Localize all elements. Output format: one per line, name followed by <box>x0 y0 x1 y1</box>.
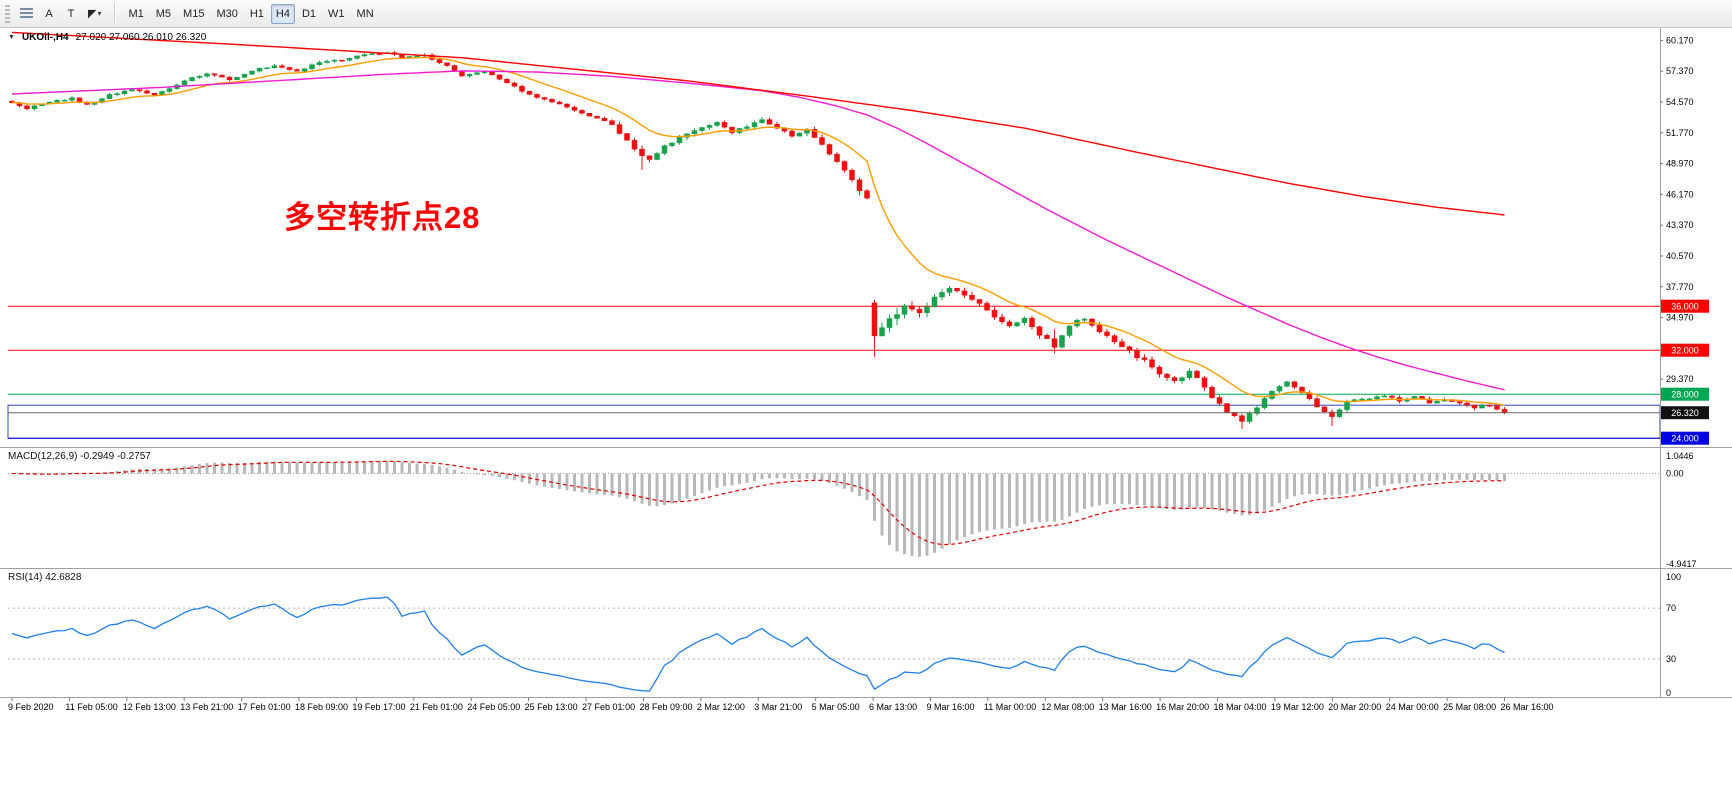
svg-text:13 Feb 21:00: 13 Feb 21:00 <box>180 702 233 712</box>
time-scale-layer: 9 Feb 2020 11 Feb 05:00 12 Feb 13:00 13 Feb… <box>8 697 1554 712</box>
svg-text:25 Feb 13:00: 25 Feb 13:00 <box>525 702 578 712</box>
macd-label: MACD(12,26,9) -0.2949 -0.2757 <box>8 451 151 462</box>
svg-text:29.370: 29.370 <box>1666 374 1694 384</box>
text-label-tool-button[interactable]: A <box>39 4 59 24</box>
svg-text:57.370: 57.370 <box>1666 66 1694 76</box>
chart-symbol-header: ▼ UKOil-,H4 27.020 27.060 26.010 26.320 <box>8 32 206 43</box>
moving-averages-layer <box>11 31 1505 406</box>
svg-text:60.170: 60.170 <box>1666 35 1694 45</box>
svg-text:6 Mar 13:00: 6 Mar 13:00 <box>869 702 917 712</box>
svg-text:11 Mar 00:00: 11 Mar 00:00 <box>984 702 1036 712</box>
rectangle-object-layer <box>7 404 1661 439</box>
svg-text:26.320: 26.320 <box>1671 408 1699 418</box>
svg-text:11 Feb 05:00: 11 Feb 05:00 <box>65 702 117 712</box>
svg-text:24.000: 24.000 <box>1671 434 1699 444</box>
svg-text:54.570: 54.570 <box>1666 97 1694 107</box>
rsi-panel-layer <box>8 596 1660 692</box>
svg-text:1.0446: 1.0446 <box>1666 451 1694 461</box>
svg-text:17 Feb 01:00: 17 Feb 01:00 <box>238 702 291 712</box>
text-tool-button[interactable]: T <box>61 4 81 24</box>
svg-text:19 Feb 17:00: 19 Feb 17:00 <box>352 702 405 712</box>
chart-lines-icon[interactable] <box>20 8 33 19</box>
timeframe-m1-button[interactable]: M1 <box>123 4 148 24</box>
svg-text:21 Feb 01:00: 21 Feb 01:00 <box>410 702 463 712</box>
timeframe-w1-button[interactable]: W1 <box>323 4 350 24</box>
svg-text:18 Mar 04:00: 18 Mar 04:00 <box>1213 702 1266 712</box>
cursor-icon: ◤ <box>88 8 97 20</box>
svg-text:46.170: 46.170 <box>1666 189 1694 199</box>
svg-text:19 Mar 12:00: 19 Mar 12:00 <box>1271 702 1324 712</box>
panel-frame-layer <box>0 28 1732 698</box>
timeframe-h1-button[interactable]: H1 <box>245 4 269 24</box>
svg-text:16 Mar 20:00: 16 Mar 20:00 <box>1156 702 1209 712</box>
svg-text:27 Feb 01:00: 27 Feb 01:00 <box>582 702 635 712</box>
svg-text:32.000: 32.000 <box>1671 346 1699 356</box>
svg-text:51.770: 51.770 <box>1666 128 1694 138</box>
svg-text:-4.9417: -4.9417 <box>1666 559 1697 569</box>
chart-window: 60.170 57.370 54.570 51.770 48.970 46.170 43.3… <box>0 28 1732 793</box>
svg-text:43.370: 43.370 <box>1666 220 1694 230</box>
svg-text:20 Mar 20:00: 20 Mar 20:00 <box>1328 702 1381 712</box>
svg-text:28.000: 28.000 <box>1671 390 1699 400</box>
chevron-down-icon: ▾ <box>97 9 102 18</box>
toolbar-grip[interactable] <box>5 4 10 23</box>
svg-text:9 Mar 16:00: 9 Mar 16:00 <box>926 702 974 712</box>
chart-canvas[interactable]: 60.170 57.370 54.570 51.770 48.970 46.170 43.3… <box>0 28 1732 793</box>
svg-text:12 Feb 13:00: 12 Feb 13:00 <box>123 702 176 712</box>
svg-text:30: 30 <box>1666 654 1676 664</box>
chart-annotation: 多空转折点28 <box>284 200 481 235</box>
svg-text:70: 70 <box>1666 603 1676 613</box>
timeframe-m5-button[interactable]: M5 <box>151 4 176 24</box>
svg-text:24 Feb 05:00: 24 Feb 05:00 <box>467 702 520 712</box>
svg-text:3 Mar 21:00: 3 Mar 21:00 <box>754 702 802 712</box>
svg-text:24 Mar 00:00: 24 Mar 00:00 <box>1386 702 1439 712</box>
svg-text:40.570: 40.570 <box>1666 251 1694 261</box>
svg-text:5 Mar 05:00: 5 Mar 05:00 <box>812 702 860 712</box>
svg-text:12 Mar 08:00: 12 Mar 08:00 <box>1041 702 1094 712</box>
svg-text:28 Feb 09:00: 28 Feb 09:00 <box>639 702 692 712</box>
timeframe-h4-button[interactable]: H4 <box>270 3 295 24</box>
svg-text:34.970: 34.970 <box>1666 313 1694 323</box>
cursor-tool-button[interactable]: ◤ ▾ <box>83 4 106 24</box>
price-scale-layer: 60.170 57.370 54.570 51.770 48.970 46.170 43.3… <box>1660 35 1709 698</box>
symbol-title: UKOil-,H4 <box>21 32 69 43</box>
svg-text:9 Feb 2020: 9 Feb 2020 <box>8 702 54 712</box>
top-toolbar: A T ◤ ▾ M1 M5 M15 M30 H1 H4 D1 W1 MN <box>0 0 1732 28</box>
svg-text:26 Mar 16:00: 26 Mar 16:00 <box>1501 702 1554 712</box>
ohlc-values: 27.020 27.060 26.010 26.320 <box>75 32 207 43</box>
svg-text:100: 100 <box>1666 572 1681 582</box>
timeframe-m30-button[interactable]: M30 <box>211 4 242 24</box>
svg-text:13 Mar 16:00: 13 Mar 16:00 <box>1099 702 1152 712</box>
svg-text:0: 0 <box>1666 688 1671 698</box>
svg-text:36.000: 36.000 <box>1671 302 1699 312</box>
toolbar-separator <box>114 3 116 24</box>
timeframe-m15-button[interactable]: M15 <box>178 4 209 24</box>
svg-text:48.970: 48.970 <box>1666 159 1694 169</box>
svg-text:18 Feb 09:00: 18 Feb 09:00 <box>295 702 348 712</box>
symbol-expand-icon[interactable]: ▼ <box>8 34 15 41</box>
svg-text:37.770: 37.770 <box>1666 282 1694 292</box>
level-lines-layer <box>8 305 1660 439</box>
timeframe-mn-button[interactable]: MN <box>352 4 379 24</box>
svg-text:0.00: 0.00 <box>1666 469 1684 479</box>
candles-layer <box>9 50 1508 429</box>
svg-text:25 Mar 08:00: 25 Mar 08:00 <box>1443 702 1496 712</box>
svg-text:2 Mar 12:00: 2 Mar 12:00 <box>697 702 745 712</box>
timeframe-d1-button[interactable]: D1 <box>297 4 321 24</box>
rsi-label: RSI(14) 42.6828 <box>8 572 82 583</box>
macd-panel-layer <box>8 460 1660 557</box>
